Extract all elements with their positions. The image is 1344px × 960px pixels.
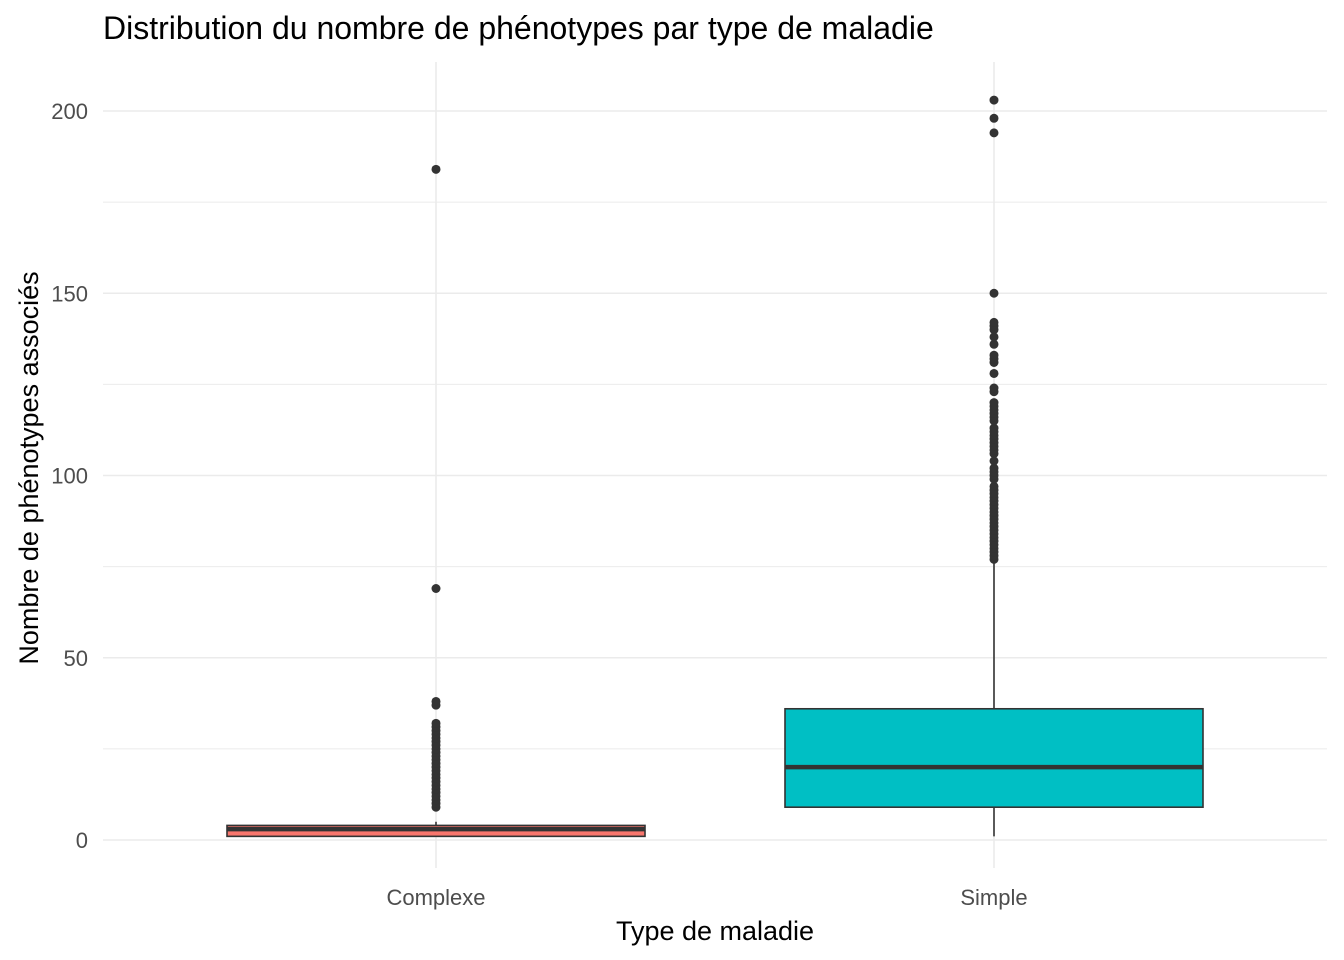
outlier-point (989, 463, 999, 473)
outlier-point (989, 128, 999, 138)
boxes (226, 95, 1204, 838)
outlier-point (989, 113, 999, 123)
outlier-point (989, 332, 999, 342)
outlier-point (989, 368, 999, 378)
y-axis-title: Nombre de phénotypes associés (14, 271, 44, 664)
box-complexe (226, 164, 646, 838)
outlier-point (989, 398, 999, 408)
outlier-point (431, 583, 441, 593)
y-tick-label: 0 (76, 828, 88, 853)
x-tick-label: Simple (960, 885, 1027, 910)
box-body (784, 707, 1204, 808)
outlier-point (431, 696, 441, 706)
outlier-point (989, 481, 999, 491)
x-axis-ticks: Complexe Simple (386, 885, 1027, 910)
outlier-point (989, 456, 999, 466)
y-tick-label: 100 (51, 464, 88, 489)
outlier-point (989, 423, 999, 433)
outlier-point (431, 164, 441, 174)
y-tick-label: 200 (51, 99, 88, 124)
outlier-point (989, 350, 999, 360)
outlier-point (989, 317, 999, 327)
outlier-point (989, 288, 999, 298)
outlier-point (989, 339, 999, 349)
y-tick-label: 150 (51, 281, 88, 306)
y-tick-label: 50 (64, 646, 88, 671)
x-tick-label: Complexe (386, 885, 485, 910)
outlier-point (989, 383, 999, 393)
outlier-point (989, 95, 999, 105)
box-simple (784, 95, 1204, 837)
y-axis-ticks: 0 50 100 150 200 (51, 99, 88, 853)
x-axis-title: Type de maladie (616, 916, 814, 946)
chart-title: Distribution du nombre de phénotypes par… (103, 10, 934, 46)
outlier-point (431, 718, 441, 728)
